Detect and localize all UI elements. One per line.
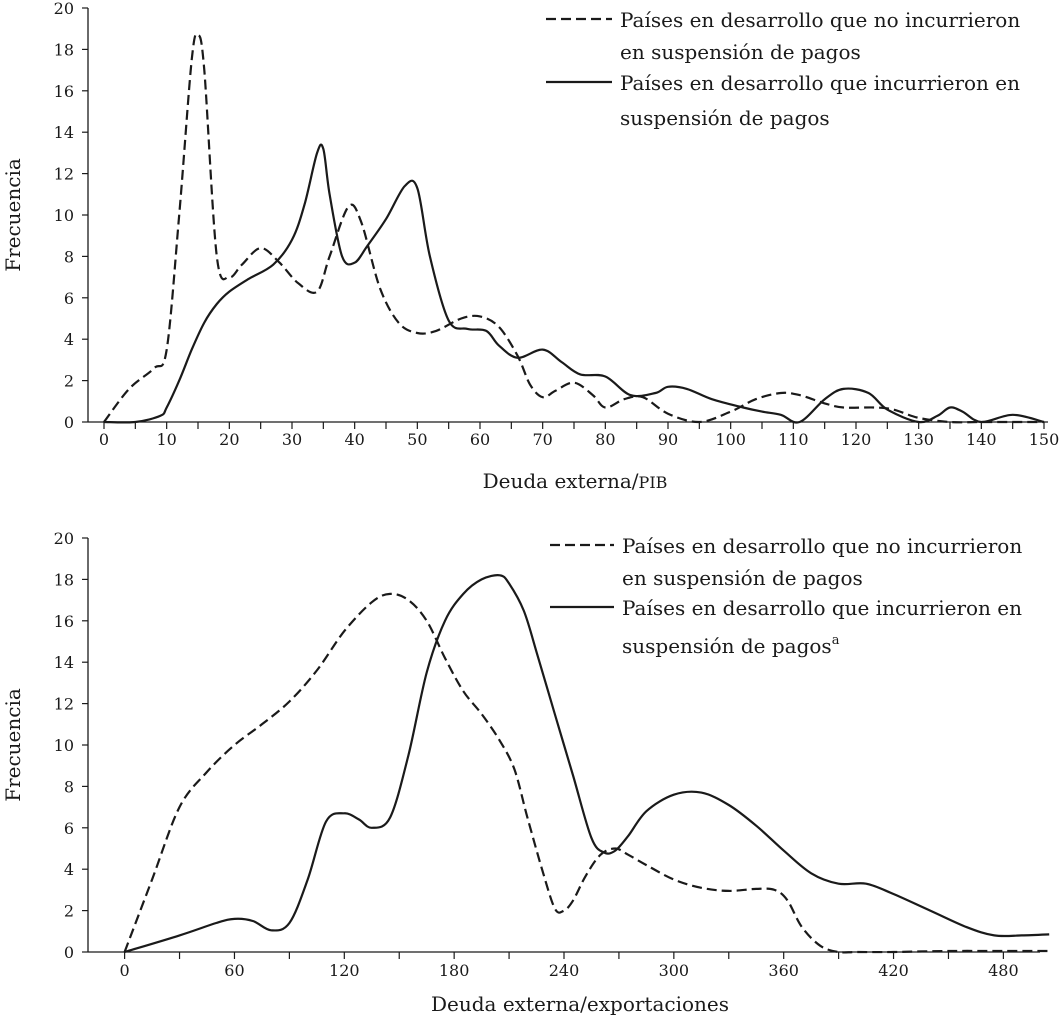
- legend-label-default-line2-main: suspensión de pagos: [622, 634, 832, 658]
- x-ticks: 0 10 20 30 40 50 60 70 80 90 100 110 120 130 140 150: [99, 422, 1059, 449]
- y-tick-label: 6: [64, 289, 74, 308]
- x-tick-label: 20: [219, 430, 239, 449]
- x-tick-label: 50: [407, 430, 427, 449]
- legend-label-default-line2: suspensión de pagosa: [622, 633, 840, 658]
- x-tick-label: 420: [878, 961, 909, 980]
- y-tick-label: 14: [54, 123, 74, 142]
- y-ticks: 0 2 4 6 8 10 12 14 16 18 20: [54, 529, 88, 962]
- x-axis-title-main: Deuda externa/: [483, 469, 639, 493]
- legend: Países en desarrollo que no incurrieron …: [546, 8, 1020, 130]
- x-tick-label: 90: [658, 430, 678, 449]
- legend-label-nondefault-line1: Países en desarrollo que no incurrieron: [620, 8, 1020, 32]
- y-tick-label: 10: [54, 736, 74, 755]
- x-tick-label: 300: [659, 961, 690, 980]
- x-tick-label: 480: [988, 961, 1019, 980]
- legend-label-nondefault-line2: en suspensión de pagos: [620, 40, 861, 64]
- x-tick-label: 0: [120, 961, 130, 980]
- legend-label-default-line1: Países en desarrollo que incurrieron en: [620, 71, 1020, 95]
- series-line-no-default: [123, 592, 1050, 954]
- series-layer: [103, 32, 1045, 424]
- x-axis-title: Deuda externa/PIB: [483, 469, 668, 493]
- y-tick-label: 12: [54, 165, 74, 184]
- y-axis-title: Frecuencia: [1, 688, 25, 802]
- legend-superscript: a: [832, 633, 840, 648]
- y-tick-label: 18: [54, 570, 74, 589]
- x-tick-label: 80: [595, 430, 615, 449]
- legend-label-nondefault-line1: Países en desarrollo que no incurrieron: [622, 534, 1022, 558]
- y-tick-label: 20: [54, 529, 74, 548]
- x-tick-label: 30: [282, 430, 302, 449]
- y-tick-label: 18: [54, 40, 74, 59]
- y-tick-label: 20: [54, 0, 74, 18]
- x-ticks: 0 60 120 180 240 300 360 420 480: [120, 952, 1019, 980]
- x-tick-label: 240: [549, 961, 580, 980]
- x-tick-label: 360: [768, 961, 799, 980]
- x-tick-label: 10: [156, 430, 176, 449]
- y-tick-label: 8: [64, 247, 74, 266]
- x-tick-label: 100: [715, 430, 746, 449]
- y-tick-label: 8: [64, 777, 74, 796]
- x-tick-label: 140: [966, 430, 997, 449]
- y-tick-label: 0: [64, 413, 74, 432]
- series-line-default: [124, 574, 1050, 954]
- x-tick-label: 60: [224, 961, 244, 980]
- x-tick-label: 60: [470, 430, 490, 449]
- x-tick-label: 0: [99, 430, 109, 449]
- y-tick-label: 10: [54, 206, 74, 225]
- x-tick-label: 120: [841, 430, 872, 449]
- y-tick-label: 4: [64, 860, 74, 879]
- x-axis-title-suffix: PIB: [639, 473, 668, 492]
- x-tick-label: 110: [778, 430, 809, 449]
- y-tick-label: 6: [64, 819, 74, 838]
- y-ticks: 0 2 4 6 8 10 12 14 16 18 20: [54, 0, 88, 432]
- chart-debt-gdp: 0 2 4 6 8 10 12 14 16 18 20 0 10 20 30 40 50 60 70 80 90 100…: [1, 0, 1059, 493]
- x-tick-label: 70: [532, 430, 552, 449]
- x-tick-label: 40: [344, 430, 364, 449]
- chart-debt-exports: 0 2 4 6 8 10 12 14 16 18 20 0 60 120 180 240 300 360 420 4…: [1, 529, 1050, 1016]
- x-tick-label: 180: [439, 961, 470, 980]
- x-tick-label: 130: [903, 430, 934, 449]
- y-tick-label: 2: [64, 902, 74, 921]
- legend: Países en desarrollo que no incurrieron …: [550, 534, 1022, 658]
- y-tick-label: 16: [54, 82, 74, 101]
- y-tick-label: 2: [64, 372, 74, 391]
- y-tick-label: 4: [64, 330, 74, 349]
- series-line-default: [103, 143, 1045, 424]
- legend-label-default-line2: suspensión de pagos: [620, 106, 830, 130]
- legend-label-default-line1: Países en desarrollo que incurrieron en: [622, 596, 1022, 620]
- y-tick-label: 0: [64, 943, 74, 962]
- y-tick-label: 16: [54, 612, 74, 631]
- legend-label-nondefault-line2: en suspensión de pagos: [622, 566, 863, 590]
- y-axis-title: Frecuencia: [1, 158, 25, 272]
- x-tick-label: 120: [329, 961, 360, 980]
- series-layer: [123, 574, 1050, 954]
- y-tick-label: 12: [54, 695, 74, 714]
- series-line-no-default: [103, 32, 1044, 424]
- y-tick-label: 14: [54, 653, 74, 672]
- x-axis-title: Deuda externa/exportaciones: [431, 992, 729, 1016]
- x-tick-label: 150: [1029, 430, 1059, 449]
